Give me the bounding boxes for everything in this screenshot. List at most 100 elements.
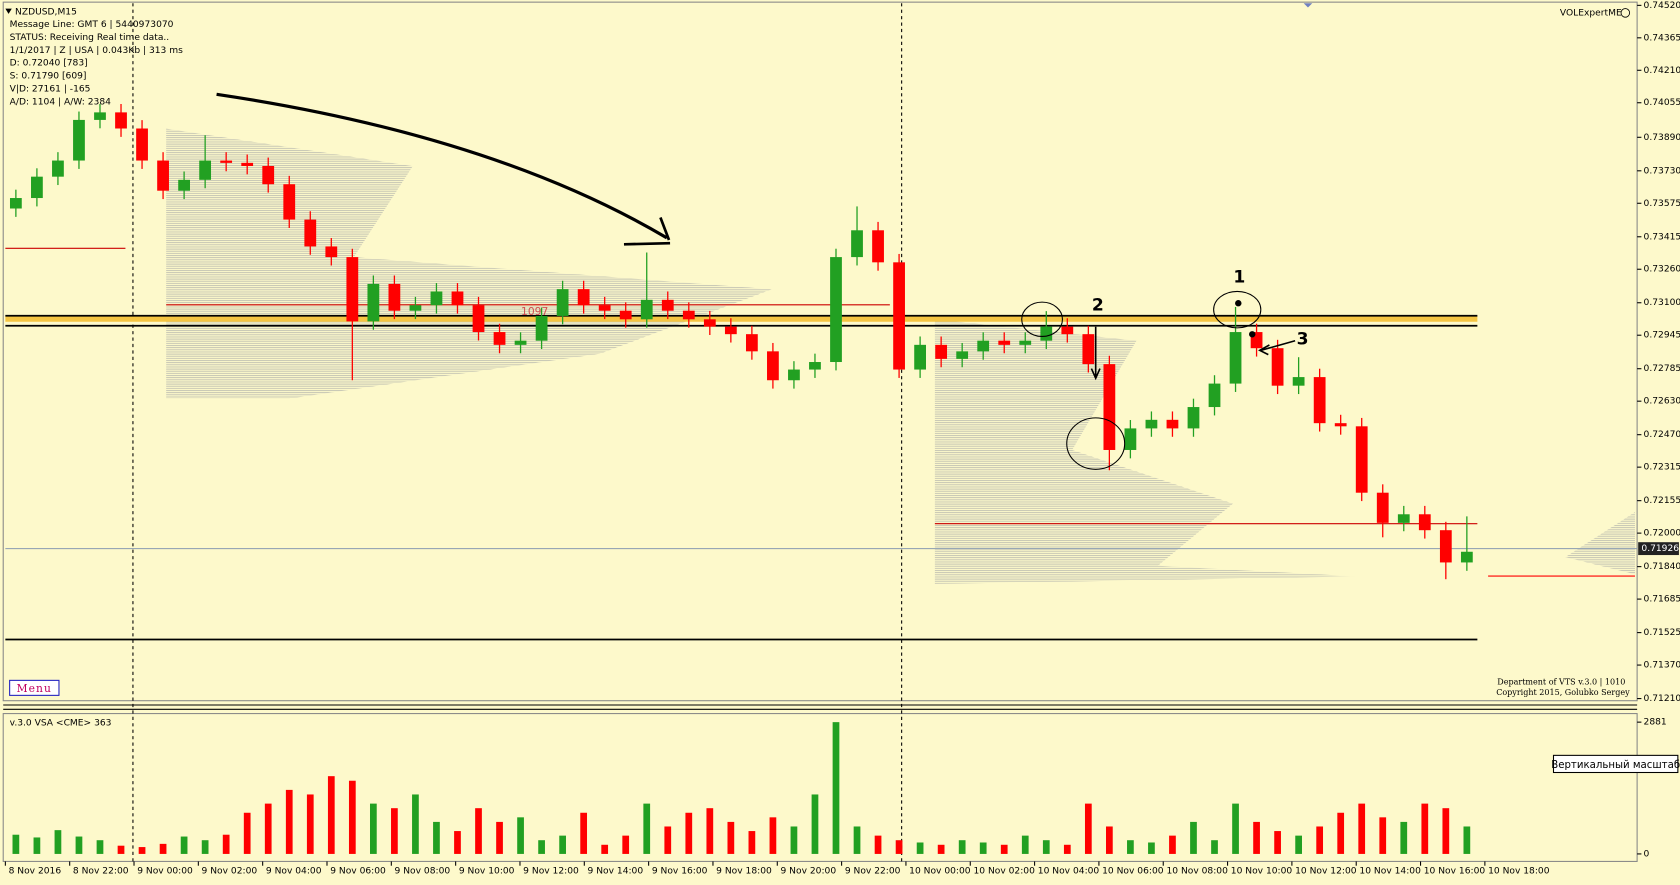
- volume-bar: [1379, 817, 1387, 854]
- menu-button[interactable]: [9, 679, 60, 696]
- status-line: STATUS: Receiving Real time data..: [10, 33, 170, 43]
- candle-body: [409, 305, 422, 311]
- candle-body: [136, 128, 148, 161]
- footer-line: Copyright 2015, Golubko Sergey: [1496, 688, 1630, 697]
- volume-bar: [1400, 821, 1408, 854]
- candle-body: [893, 262, 905, 370]
- volume-bar: [748, 831, 756, 854]
- menu-label[interactable]: Menu: [17, 682, 52, 695]
- volume-bar: [958, 840, 966, 854]
- status-line: S: 0.71790 [609]: [10, 72, 87, 82]
- profile-label: 1097: [521, 305, 548, 318]
- volume-bar: [937, 844, 945, 854]
- volume-bar: [1337, 812, 1345, 854]
- volume-bar: [1358, 803, 1366, 854]
- y-tick-label: 0.72630: [1644, 397, 1680, 407]
- x-tick-label: 10 Nov 10:00: [1231, 867, 1293, 877]
- footer-line: Department of VTS v.3.0 | 1010: [1497, 678, 1625, 687]
- volume-bar: [138, 847, 146, 854]
- y-tick-label: 0.73100: [1644, 298, 1680, 308]
- volume-bar: [1421, 803, 1429, 854]
- volume-bar: [1463, 826, 1471, 854]
- candle-body: [1439, 530, 1452, 563]
- candle-body: [262, 165, 275, 185]
- candle-body: [1040, 326, 1053, 341]
- volume-bar: [685, 812, 693, 854]
- candle-body: [661, 299, 674, 311]
- x-tick-label: 9 Nov 14:00: [588, 867, 644, 877]
- x-tick-label: 9 Nov 12:00: [523, 867, 579, 877]
- volume-bar: [895, 840, 903, 854]
- volume-bar: [1316, 826, 1324, 854]
- scroll-marker: [1303, 3, 1313, 8]
- candle-body: [1292, 377, 1305, 386]
- annotation-label: 2: [1092, 295, 1104, 315]
- candle-body: [703, 319, 716, 327]
- y-tick-label: 0.71525: [1644, 628, 1680, 638]
- candle-body: [1061, 326, 1074, 335]
- y-tick-label: 0.73730: [1644, 166, 1680, 176]
- candle-body: [1334, 423, 1347, 427]
- circle-annotation: [1066, 417, 1126, 470]
- circle-annotation: [1021, 301, 1063, 337]
- x-tick-label: 10 Nov 02:00: [973, 867, 1035, 877]
- volume-bar: [811, 794, 819, 854]
- volume-bar: [1295, 835, 1302, 854]
- x-tick-label: 10 Nov 16:00: [1424, 867, 1486, 877]
- candle-body: [1103, 364, 1116, 450]
- x-tick-label: 9 Nov 06:00: [330, 867, 386, 877]
- candle-body: [73, 119, 85, 161]
- volume-bar: [832, 722, 840, 854]
- dot-annotation: [1249, 331, 1256, 338]
- y-tick-label: 0.74365: [1644, 33, 1680, 43]
- volume-bar: [391, 808, 398, 854]
- close-icon[interactable]: [1620, 8, 1631, 18]
- x-tick-label: 9 Nov 08:00: [395, 867, 451, 877]
- y-tick-label: 0.72945: [1644, 331, 1680, 341]
- volume-bar: [201, 840, 209, 854]
- volume-bar: [853, 826, 861, 854]
- annotation-label: 1: [1233, 268, 1245, 288]
- y-tick-label: 0.71840: [1644, 562, 1680, 572]
- volume-bar: [285, 789, 293, 854]
- candle-body: [493, 332, 506, 345]
- candle-body: [767, 351, 779, 381]
- tooltip-box: [1552, 754, 1679, 774]
- price-panel-frame: [2, 1, 1638, 702]
- candle-body: [935, 344, 948, 359]
- volume-profile: [166, 128, 772, 399]
- volume-title: v.3.0 VSA <CME> 363: [10, 719, 112, 729]
- candle-body: [31, 176, 43, 199]
- x-tick-label: 9 Nov 00:00: [137, 867, 193, 877]
- volume-profile: [934, 319, 1357, 584]
- x-tick-label: 9 Nov 10:00: [459, 867, 515, 877]
- volume-bar: [1063, 844, 1071, 854]
- candle-body: [1355, 426, 1368, 493]
- y-tick-label: 0.72315: [1644, 463, 1680, 473]
- volume-bar: [96, 840, 104, 854]
- candle-body: [241, 162, 254, 166]
- volume-bar: [1169, 835, 1176, 854]
- candle-body: [472, 305, 485, 333]
- candle-body: [1124, 428, 1137, 450]
- volume-bar: [1190, 821, 1197, 854]
- candle-body: [451, 291, 464, 306]
- candle-body: [956, 351, 969, 359]
- x-tick-label: 10 Nov 12:00: [1295, 867, 1357, 877]
- volume-bar: [264, 803, 272, 854]
- y-tick-label: 0.74210: [1644, 66, 1680, 76]
- volume-bar: [75, 836, 83, 854]
- y-tick-label: 0: [1644, 849, 1650, 859]
- candle-body: [1187, 407, 1200, 429]
- volume-bar: [454, 831, 461, 854]
- candle-body: [745, 334, 758, 352]
- x-tick-label: 9 Nov 02:00: [202, 867, 258, 877]
- volume-bar: [348, 780, 356, 854]
- volume-bar: [580, 812, 588, 854]
- volume-bar: [979, 842, 987, 854]
- candle-body: [157, 160, 169, 191]
- status-line: V|D: 27161 | -165: [10, 84, 91, 94]
- y-tick-label: 0.73890: [1644, 133, 1680, 143]
- candle-body: [52, 160, 64, 177]
- y-tick-label: 0.74520: [1644, 1, 1680, 11]
